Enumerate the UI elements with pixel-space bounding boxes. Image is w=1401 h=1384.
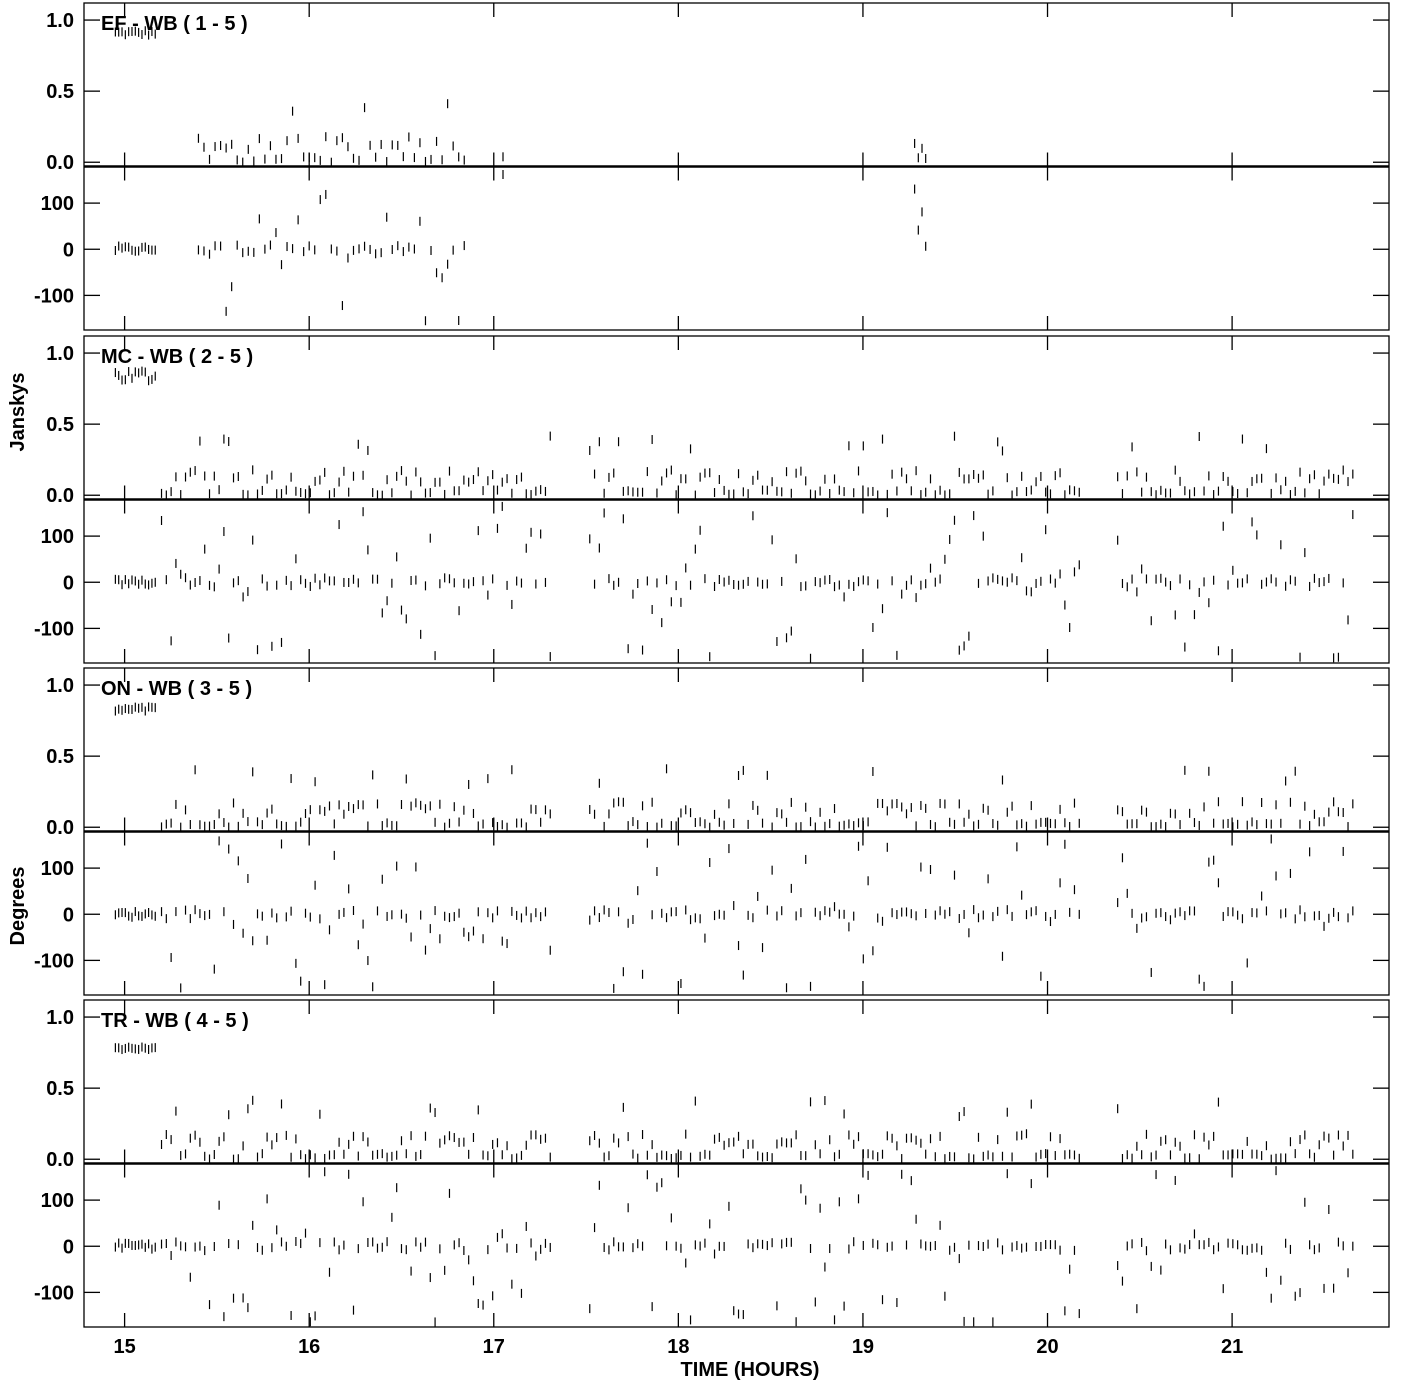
x-axis-title: TIME (HOURS) [681, 1359, 820, 1381]
panel-title: TR - WB ( 4 - 5 ) [101, 1010, 249, 1032]
phase-tick-label: 0 [63, 904, 74, 926]
panel-2: 1.0 0.5 0.0 100 0 -100 MC - WB ( 2 - 5 ) [34, 335, 1390, 664]
amp-tick-label: 0.0 [46, 817, 74, 839]
phase-tick-label: 100 [41, 526, 74, 548]
phase-tick-label: 100 [41, 193, 74, 215]
x-tick-label: 20 [1036, 1336, 1058, 1358]
panel-title: EF - WB ( 1 - 5 ) [101, 13, 248, 35]
panel-3: 1.0 0.5 0.0 100 0 -100 ON - WB ( 3 - 5 ) [34, 667, 1390, 996]
data-marks [114, 366, 1354, 663]
panel-title: MC - WB ( 2 - 5 ) [101, 346, 253, 368]
data-marks [114, 26, 927, 326]
amp-tick-label: 0.5 [46, 1078, 74, 1100]
amp-tick-label: 0.5 [46, 81, 74, 103]
amp-tick-label: 0.5 [46, 414, 74, 436]
amp-tick-label: 1.0 [46, 1007, 74, 1029]
data-marks [114, 702, 1354, 993]
amp-tick-label: 1.0 [46, 675, 74, 697]
amp-tick-label: 0.5 [46, 746, 74, 768]
x-tick-label: 21 [1221, 1336, 1243, 1358]
phase-tick-label: -100 [34, 618, 74, 640]
x-tick-label: 16 [298, 1336, 320, 1358]
phase-tick-label: -100 [34, 285, 74, 307]
phase-tick-label: 0 [63, 572, 74, 594]
x-tick-label: 19 [852, 1336, 874, 1358]
phase-tick-label: 100 [41, 858, 74, 880]
panel-4: 1.0 0.5 0.0 100 0 -100 TR - WB ( 4 - 5 ) [34, 999, 1390, 1328]
amp-tick-label: 0.0 [46, 1149, 74, 1171]
panels-layer: 1.0 0.5 0.0 100 0 -100 EF - WB ( 1 - 5 ) 1.0 0.5… [34, 2, 1390, 1358]
y-axis-title-janskys: Janskys [7, 373, 29, 452]
amp-tick-label: 1.0 [46, 343, 74, 365]
amp-tick-label: 0.0 [46, 485, 74, 507]
data-marks [114, 1042, 1354, 1327]
phase-tick-label: 0 [63, 1236, 74, 1258]
x-tick-label: 15 [113, 1336, 135, 1358]
x-tick-label: 17 [483, 1336, 505, 1358]
phase-tick-label: 0 [63, 239, 74, 261]
phase-tick-label: -100 [34, 950, 74, 972]
panel-1: 1.0 0.5 0.0 100 0 -100 EF - WB ( 1 - 5 ) [34, 2, 1390, 331]
amp-tick-label: 1.0 [46, 10, 74, 32]
amp-tick-label: 0.0 [46, 152, 74, 174]
y-axis-title-degrees: Degrees [7, 867, 29, 946]
x-tick-label: 18 [667, 1336, 689, 1358]
phase-tick-label: 100 [41, 1190, 74, 1212]
phase-tick-label: -100 [34, 1282, 74, 1304]
panel-title: ON - WB ( 3 - 5 ) [101, 678, 252, 700]
x-tick-labels: 15 16 17 18 19 20 21 [113, 1336, 1243, 1358]
